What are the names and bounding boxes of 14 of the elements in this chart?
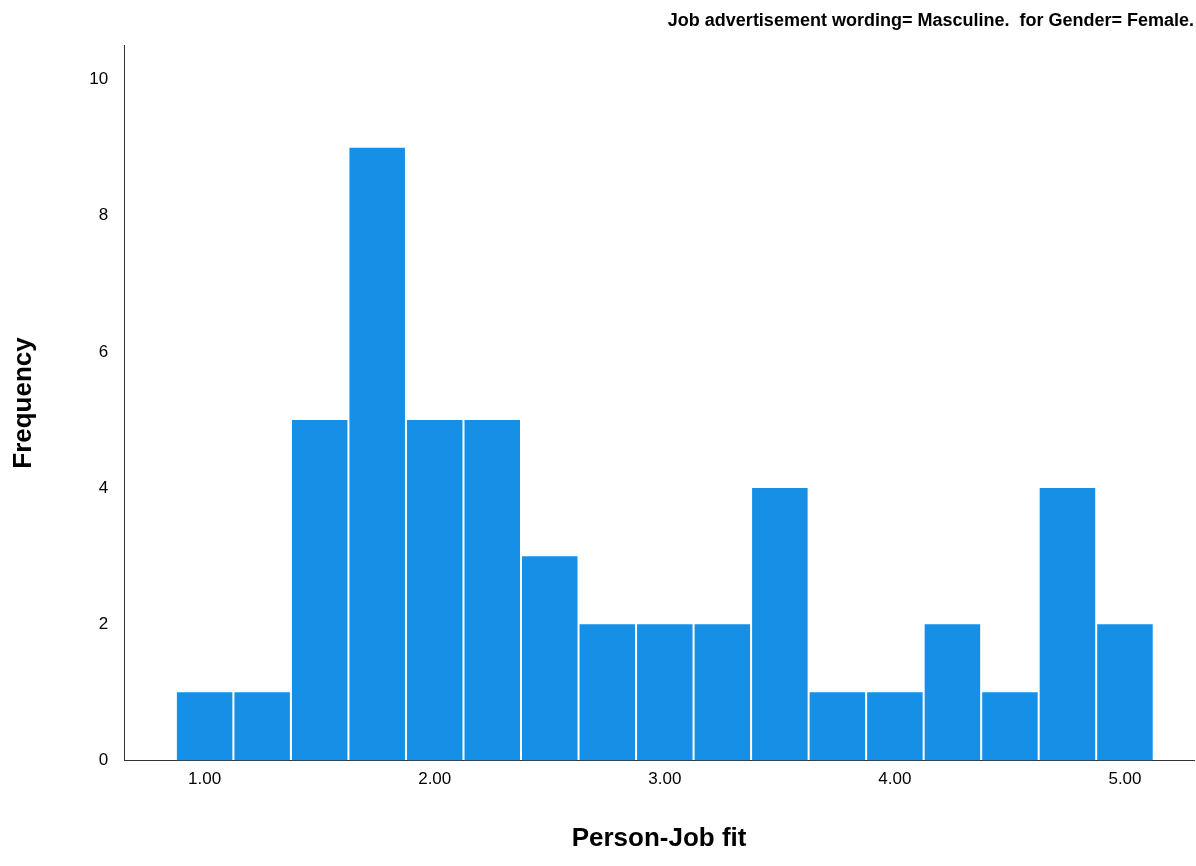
y-axis-title: Frequency: [6, 336, 37, 469]
y-tick-label: 8: [98, 205, 109, 225]
y-tick-label: 10: [89, 69, 109, 89]
y-tick-label: 4: [98, 477, 109, 497]
x-tick-label: 3.00: [648, 769, 682, 789]
y-tick-label: 6: [98, 341, 109, 361]
x-tick-label: 4.00: [878, 769, 912, 789]
y-tick-label: 0: [98, 750, 109, 770]
x-tick-label: 5.00: [1108, 769, 1142, 789]
y-tick-label: 2: [98, 613, 109, 633]
x-tick-label: 1.00: [188, 769, 222, 789]
chart-title: Job advertisement wording= Masculine. for Gender= Female.: [667, 9, 1194, 30]
x-axis-title: Person-Job fit: [571, 821, 747, 852]
x-tick-label: 2.00: [418, 769, 452, 789]
